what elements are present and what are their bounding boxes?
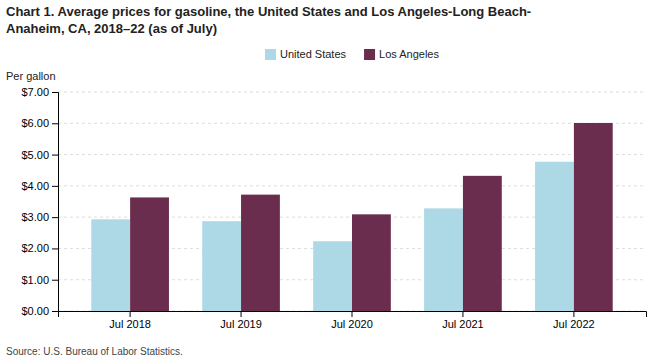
bar [535,162,574,311]
y-tick: $4.00 [21,180,58,192]
tick-mark [352,311,353,317]
legend-label: United States [280,48,347,60]
bars [91,123,612,311]
y-tick: $6.00 [21,117,58,129]
legend: United States Los Angeles [265,48,439,60]
y-tick: $5.00 [21,149,58,161]
x-axis: Jul 2018 Jul 2019 Jul 2020 Jul 2021 Jul 2022 [59,311,647,330]
tick-label: $7.00 [21,86,49,98]
tick-label: $3.00 [21,211,49,223]
y-tick: $1.00 [21,274,58,286]
x-tick: Jul 2021 [442,311,484,330]
bar [202,221,241,311]
bar [130,197,169,311]
grid-line [58,123,646,124]
tick-mark [462,311,463,317]
grid-line [58,92,646,93]
tick-label: $6.00 [21,117,49,129]
y-axis: $0.00 $1.00 $2.00 $3.00 $4.00 $5.00 $6.00 $7.00 [21,86,58,317]
tick-label: Jul 2021 [442,318,484,330]
bar [424,208,463,311]
tick-mark [52,280,58,281]
bar [352,214,391,311]
chart: Chart 1. Average prices for gasoline, th… [0,0,661,361]
y-tick: $0.00 [21,305,58,317]
tick-mark [52,248,58,249]
grid [58,92,646,311]
series [130,123,613,311]
bar [241,195,280,311]
y-tick: $7.00 [21,86,58,98]
title-line: Chart 1. Average prices for gasoline, th… [6,4,531,19]
title-line: Anaheim, CA, 2018–22 (as of July) [6,21,217,36]
tick-label: Jul 2020 [331,318,373,330]
tick-label: Jul 2019 [220,318,262,330]
tick-mark [52,311,58,312]
tick-mark [52,186,58,187]
bar [574,123,613,311]
x-tick: Jul 2022 [553,311,595,330]
tick-mark [573,311,574,317]
tick-mark [52,155,58,156]
tick-label: $1.00 [21,274,49,286]
tick-mark [130,311,131,317]
grid-line [58,154,646,155]
tick-label: $2.00 [21,242,49,254]
x-tick: Jul 2020 [331,311,373,330]
tick-label: Jul 2022 [553,318,595,330]
axis-line [52,93,59,312]
tick-label: $4.00 [21,180,49,192]
axis-line [59,312,647,318]
y-axis-label: Per gallon [6,70,56,82]
tick-mark [52,123,58,124]
legend-item: Los Angeles [364,48,439,60]
y-tick: $2.00 [21,242,58,254]
tick-label: $0.00 [21,305,49,317]
bar [91,219,130,311]
tick-mark [52,92,58,93]
legend-label: Los Angeles [379,48,439,60]
bar [313,241,352,311]
tick-mark [52,217,58,218]
bar [463,176,502,311]
tick-label: $5.00 [21,149,49,161]
x-tick: Jul 2018 [109,311,151,330]
y-tick: $3.00 [21,211,58,223]
legend-swatch [364,49,375,60]
legend-swatch [265,49,276,60]
plot: $0.00 $1.00 $2.00 $3.00 $4.00 $5.00 $6.00 $7.00… [21,86,646,330]
x-tick: Jul 2019 [220,311,262,330]
tick-mark [241,311,242,317]
legend-item: United States [265,48,347,60]
tick-label: Jul 2018 [109,318,151,330]
source: Source: U.S. Bureau of Labor Statistics. [6,346,183,357]
title: Chart 1. Average prices for gasoline, th… [6,4,531,36]
series [91,162,574,311]
